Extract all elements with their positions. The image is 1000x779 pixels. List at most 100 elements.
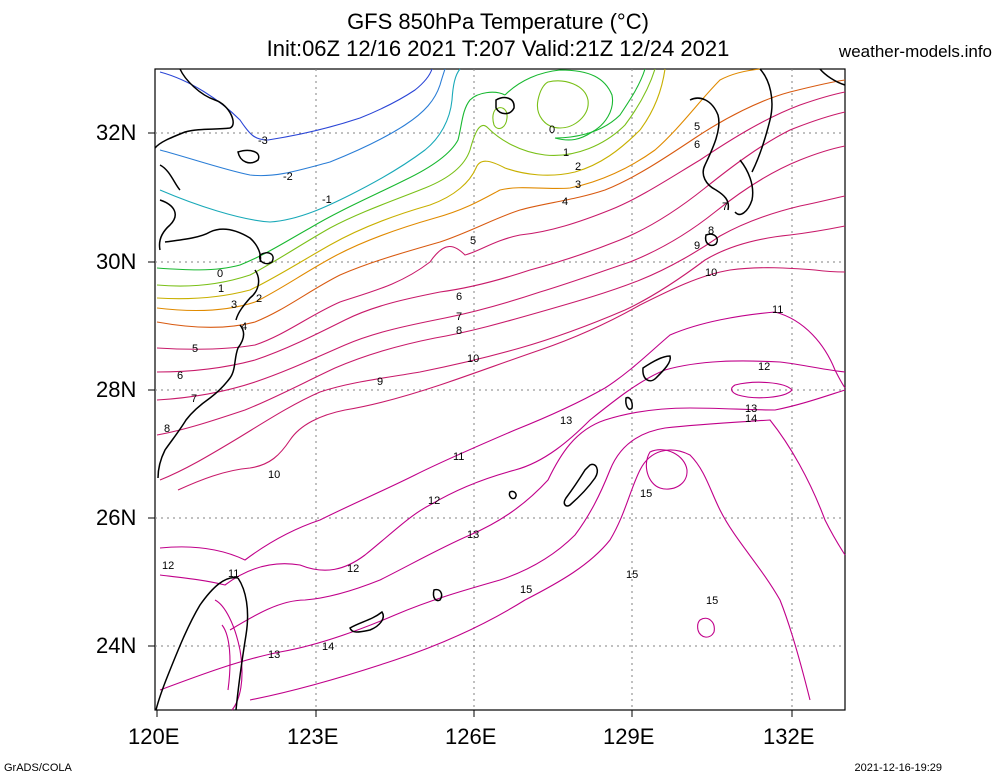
site-credit: weather-models.info xyxy=(838,42,992,61)
island-taiwan xyxy=(155,576,249,711)
clabel-4: 4 xyxy=(562,196,568,208)
island-shanghai xyxy=(237,149,260,164)
clabel-5: 5 xyxy=(470,235,476,247)
chart-subtitle: Init:06Z 12/16 2021 T:207 Valid:21Z 12/2… xyxy=(266,36,730,61)
isotherm-15 xyxy=(249,449,811,701)
generated-timestamp: 2021-12-16-19:29 xyxy=(854,762,942,774)
island-kyushu xyxy=(689,97,754,216)
island-miyako xyxy=(508,490,517,500)
isotherm-1 xyxy=(156,68,656,287)
isotherm-tw-a xyxy=(214,599,243,711)
island-okinawa xyxy=(563,463,598,507)
clabel-15-c: 15 xyxy=(626,569,638,581)
clabel-m2: -2 xyxy=(283,171,293,183)
isotherm-tw-b xyxy=(221,624,231,691)
clabel-8: 8 xyxy=(456,325,462,337)
clabel-0-b: 0 xyxy=(217,268,223,280)
island-yonaguni xyxy=(432,588,443,602)
isotherm-m1 xyxy=(159,68,461,223)
clabel-10-b: 10 xyxy=(268,469,280,481)
isotherm-1-loop xyxy=(536,80,589,129)
island-shikoku xyxy=(751,68,773,173)
clabel-13: 13 xyxy=(560,415,572,427)
coast-china-top xyxy=(819,68,846,86)
isotherm-3 xyxy=(156,68,761,312)
clabel-13-b: 13 xyxy=(467,529,479,541)
isotherm-12 xyxy=(159,360,846,586)
contour-labels: -3 -2 -1 0 0 1 1 2 2 3 3 4 4 5 5 5 6 6 6… xyxy=(162,121,783,661)
isotherm-4 xyxy=(156,79,846,328)
graticule xyxy=(155,69,845,710)
isotherms xyxy=(156,68,846,711)
clabel-15-b: 15 xyxy=(520,584,532,596)
clabel-13-d: 13 xyxy=(745,403,757,415)
isotherm-9 xyxy=(159,225,846,481)
clabel-11: 11 xyxy=(453,451,464,463)
clabel-m3: -3 xyxy=(258,135,268,147)
software-credit: GrADS/COLA xyxy=(4,762,72,774)
clabel-7-b: 7 xyxy=(191,393,197,405)
lon-label-123: 123E xyxy=(287,724,339,749)
isotherm-0 xyxy=(156,91,506,271)
clabel-0: 0 xyxy=(549,124,555,136)
clabel-7-c: 7 xyxy=(722,201,728,213)
clabel-6-c: 6 xyxy=(694,139,700,151)
isotherm-8 xyxy=(156,195,846,436)
lat-label-32: 32N xyxy=(96,120,137,145)
clabel-15-d: 15 xyxy=(706,595,718,607)
axis-ticks xyxy=(148,132,793,717)
clabel-8-b: 8 xyxy=(164,423,170,435)
clabel-5-c: 5 xyxy=(694,121,700,133)
clabel-11-b: 11 xyxy=(228,568,239,580)
isotherm-m2 xyxy=(159,68,446,177)
clabel-12: 12 xyxy=(428,495,440,507)
clabel-15: 15 xyxy=(640,488,652,500)
lat-label-26: 26N xyxy=(96,505,137,530)
clabel-m1: -1 xyxy=(322,194,332,206)
clabel-11-c: 11 xyxy=(772,304,783,316)
lat-label-30: 30N xyxy=(96,249,137,274)
isotherm-13 xyxy=(229,389,846,631)
clabel-14-b: 14 xyxy=(322,641,334,653)
lat-label-28: 28N xyxy=(96,377,137,402)
island-jeju xyxy=(495,96,515,115)
clabel-10: 10 xyxy=(467,353,479,365)
clabel-6: 6 xyxy=(456,291,462,303)
island-yakushima xyxy=(704,233,718,247)
clabel-5-b: 5 xyxy=(192,343,198,355)
clabel-2-b: 2 xyxy=(256,293,262,305)
isotherm-10 xyxy=(177,267,846,491)
chart-title: GFS 850hPa Temperature (°C) xyxy=(347,9,649,34)
isotherm-11 xyxy=(159,311,846,561)
isotherm-15-loop xyxy=(645,449,688,490)
isotherm-7 xyxy=(156,145,846,401)
clabel-14: 14 xyxy=(745,413,757,425)
island-zhoushan xyxy=(258,252,274,265)
lon-label-129: 129E xyxy=(603,724,655,749)
clabel-12-c: 12 xyxy=(347,563,359,575)
isotherm-14 xyxy=(159,419,846,691)
clabel-1: 1 xyxy=(563,147,569,159)
clabel-10-c: 10 xyxy=(705,267,717,279)
clabel-3-b: 3 xyxy=(231,299,237,311)
lon-label-132: 132E xyxy=(763,724,815,749)
clabel-7: 7 xyxy=(456,311,462,323)
clabel-9-b: 9 xyxy=(694,240,700,252)
isotherm-1-small xyxy=(492,107,508,130)
isotherm-2 xyxy=(156,68,666,300)
coastlines xyxy=(154,68,846,711)
clabel-2: 2 xyxy=(575,161,581,173)
clabel-12-d: 12 xyxy=(758,361,770,373)
island-okino xyxy=(625,396,633,410)
lon-label-126: 126E xyxy=(445,724,497,749)
lat-label-24: 24N xyxy=(96,633,137,658)
coast-china xyxy=(154,68,262,479)
clabel-1-b: 1 xyxy=(218,283,224,295)
clabel-3: 3 xyxy=(575,179,581,191)
clabel-13-c: 13 xyxy=(268,649,280,661)
isotherm-0b xyxy=(504,69,614,141)
isotherm-13-loop xyxy=(731,381,793,399)
clabel-6-b: 6 xyxy=(177,370,183,382)
isotherm-0c xyxy=(554,68,646,139)
